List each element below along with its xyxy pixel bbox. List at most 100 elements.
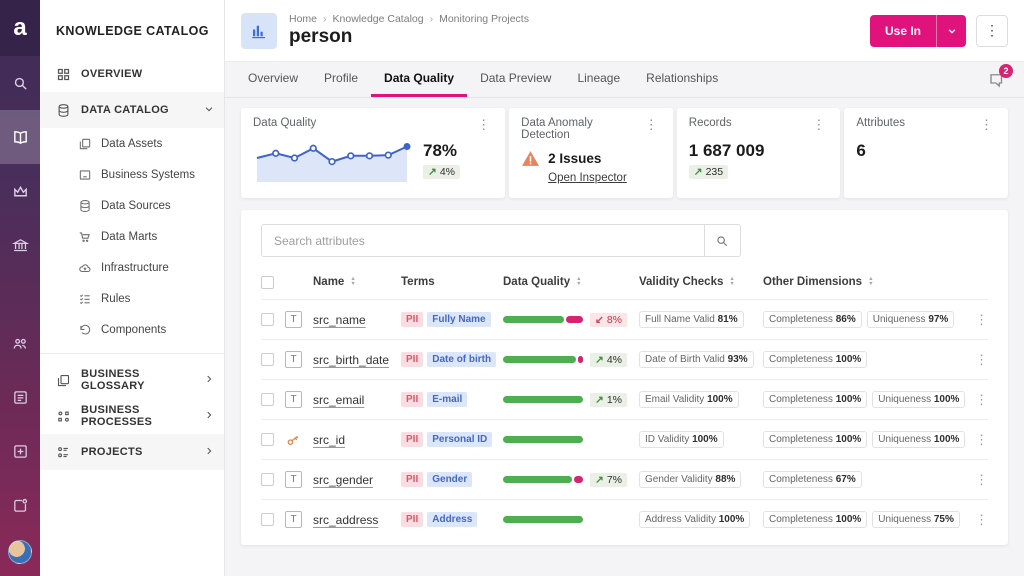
dq-trend-badge: ↗ 1%: [590, 392, 627, 407]
row-menu-button[interactable]: ⋮: [975, 351, 988, 367]
pii-badge: PII: [401, 392, 424, 407]
table-row: src_id PII Personal ID ID Validity 100% Comp…: [261, 419, 988, 459]
row-checkbox[interactable]: [261, 433, 274, 446]
sidebar-item-projects[interactable]: PROJECTS: [40, 434, 224, 470]
tab-lineage[interactable]: Lineage: [577, 71, 621, 85]
summary-cards: Data Quality ⋮ 78% ↗ 4% Data Anomaly Dete…: [241, 108, 1009, 198]
ataccama-logo[interactable]: a: [0, 0, 40, 56]
row-menu-button[interactable]: ⋮: [975, 471, 988, 487]
row-checkbox[interactable]: [261, 473, 274, 486]
breadcrumb-knowledge-catalog[interactable]: Knowledge Catalog: [332, 13, 424, 25]
row-checkbox[interactable]: [261, 513, 274, 526]
sidebar-item-components[interactable]: Components: [40, 314, 224, 345]
sidebar-item-business-processes[interactable]: BUSINESS PROCESSES: [40, 398, 224, 434]
sidebar-item-label: Infrastructure: [101, 261, 169, 274]
pages-icon: [79, 138, 91, 149]
term-badge[interactable]: Personal ID: [427, 432, 493, 447]
catalog-book-icon[interactable]: [0, 110, 40, 164]
dq-bar: [503, 516, 583, 523]
dimension-chip: Uniqueness 75%: [872, 511, 960, 528]
term-badge[interactable]: Fully Name: [427, 312, 491, 327]
projects-icon: [58, 446, 68, 457]
tab-profile[interactable]: Profile: [324, 71, 359, 85]
row-menu-button[interactable]: ⋮: [975, 431, 988, 447]
dimension-chip: Completeness 100%: [763, 391, 868, 408]
entity-chart-icon: [241, 12, 277, 49]
sort-icon: ▲ ▼: [729, 276, 735, 287]
search-button[interactable]: [703, 225, 740, 256]
breadcrumb-home[interactable]: Home: [289, 13, 318, 25]
table-header: Name ▲ ▼ Terms Data Quality ▲ ▼ Validity Che…: [261, 265, 988, 299]
card-menu-button[interactable]: ⋮: [812, 117, 826, 132]
tab-overview[interactable]: Overview: [248, 71, 299, 85]
row-checkbox[interactable]: [261, 393, 274, 406]
bank-icon[interactable]: [0, 218, 40, 272]
attribute-name-link[interactable]: src_gender: [313, 472, 374, 487]
use-in-dropdown-button[interactable]: [937, 15, 966, 47]
cart-icon: [79, 231, 90, 242]
search-input[interactable]: [262, 225, 704, 256]
term-badge[interactable]: E-mail: [427, 392, 468, 407]
sidebar-item-data-assets[interactable]: Data Assets: [40, 128, 224, 159]
dq-trend-badge: ↗ 7%: [590, 472, 627, 487]
row-checkbox[interactable]: [261, 313, 274, 326]
card-title: Records: [688, 117, 732, 129]
crown-icon[interactable]: [0, 164, 40, 218]
card-menu-button[interactable]: ⋮: [477, 117, 491, 132]
tab-relationships[interactable]: Relationships: [646, 71, 719, 85]
open-inspector-link[interactable]: Open Inspector: [548, 172, 627, 184]
row-menu-button[interactable]: ⋮: [975, 311, 988, 327]
sidebar-item-data-catalog[interactable]: DATA CATALOG: [40, 92, 224, 128]
attribute-name-link[interactable]: src_birth_date: [313, 352, 390, 367]
attribute-name-link[interactable]: src_id: [313, 432, 346, 447]
breadcrumb-monitoring-projects[interactable]: Monitoring Projects: [439, 13, 529, 25]
header-menu-button[interactable]: ⋮: [976, 14, 1008, 47]
card-title: Attributes: [856, 117, 905, 129]
text-type-icon: T: [285, 511, 302, 528]
user-avatar[interactable]: [8, 540, 32, 564]
use-in-button[interactable]: Use In: [884, 23, 921, 38]
card-menu-button[interactable]: ⋮: [980, 117, 994, 132]
dimension-chip: Uniqueness 100%: [872, 391, 966, 408]
people-icon[interactable]: [0, 316, 40, 370]
tasks-icon[interactable]: [0, 478, 40, 532]
column-header-name[interactable]: Name ▲ ▼: [313, 276, 356, 288]
select-all-checkbox[interactable]: [261, 275, 274, 289]
trend-badge: ↗ 4%: [423, 165, 460, 179]
dimension-chip: Completeness 100%: [763, 431, 868, 448]
search-icon[interactable]: [0, 56, 40, 110]
sidebar-item-infrastructure[interactable]: Infrastructure: [40, 252, 224, 283]
key-icon: [287, 435, 299, 445]
term-badge[interactable]: Date of birth: [427, 352, 497, 367]
row-menu-button[interactable]: ⋮: [975, 511, 988, 527]
pii-badge: PII: [401, 312, 424, 327]
attribute-name-link[interactable]: src_address: [313, 512, 379, 527]
row-menu-button[interactable]: ⋮: [975, 391, 988, 407]
sidebar-item-label: Rules: [101, 292, 131, 305]
row-checkbox[interactable]: [261, 353, 274, 366]
sidebar-item-data-sources[interactable]: Data Sources: [40, 190, 224, 221]
tab-data-quality[interactable]: Data Quality: [371, 62, 468, 97]
term-badge[interactable]: Gender: [427, 472, 473, 487]
card-menu-button[interactable]: ⋮: [644, 117, 658, 132]
column-header-validity-checks[interactable]: Validity Checks ▲ ▼: [639, 276, 735, 288]
list-icon[interactable]: [0, 370, 40, 424]
column-header-data-quality[interactable]: Data Quality ▲ ▼: [503, 276, 582, 288]
sidebar-item-business-systems[interactable]: Business Systems: [40, 159, 224, 190]
sidebar-item-overview[interactable]: OVERVIEW: [40, 56, 224, 92]
tab-data-preview[interactable]: Data Preview: [480, 71, 552, 85]
column-header-other-dimensions[interactable]: Other Dimensions ▲ ▼: [763, 276, 874, 288]
attribute-name-link[interactable]: src_email: [313, 392, 365, 407]
comments-button[interactable]: 2: [988, 62, 1013, 97]
sidebar-item-data-marts[interactable]: Data Marts: [40, 221, 224, 252]
chevron-down-icon: [204, 104, 214, 117]
sidebar-item-rules[interactable]: Rules: [40, 283, 224, 314]
card-plus-icon[interactable]: [0, 424, 40, 478]
sidebar-divider: [40, 353, 224, 354]
term-badge[interactable]: Address: [427, 512, 478, 527]
attribute-name-link[interactable]: src_name: [313, 312, 366, 327]
sidebar-item-business-glossary[interactable]: BUSINESS GLOSSARY: [40, 362, 224, 398]
breadcrumb-separator: ›: [323, 13, 327, 25]
